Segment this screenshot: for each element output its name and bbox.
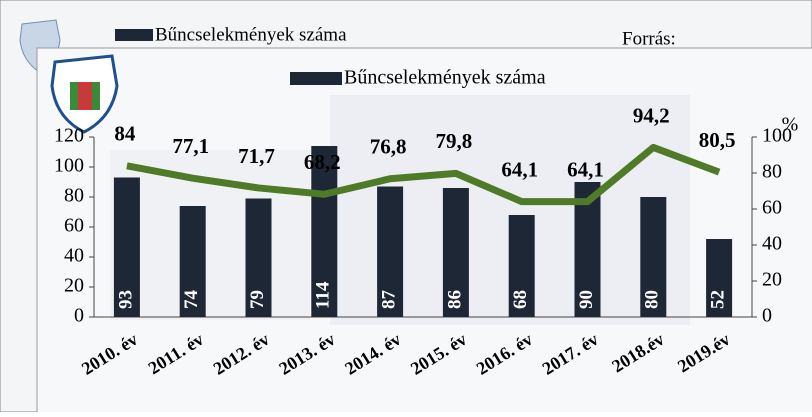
y-tick-label: 60	[64, 215, 84, 237]
line-value-label: 94,2	[633, 103, 670, 127]
bar-value-label: 93	[115, 290, 136, 309]
bar-value-label: 68	[510, 290, 531, 309]
back-source: Forrás:	[622, 28, 676, 49]
legend-label: Bűncselekmények száma	[344, 67, 546, 89]
bar	[377, 186, 404, 317]
y-tick-label: 20	[64, 275, 84, 297]
bar	[311, 146, 338, 317]
line-value-label: 84	[114, 122, 136, 146]
bar	[113, 177, 140, 317]
logo-shield	[78, 82, 92, 110]
bar-value-label: 52	[707, 290, 728, 309]
back-legend: Bűncselekmények száma	[155, 24, 347, 45]
bar-value-label: 79	[247, 290, 268, 309]
y2-tick-label: 20	[762, 269, 782, 291]
y2-tick-label: 40	[762, 233, 782, 255]
bar	[179, 206, 206, 317]
building-backdrop	[110, 150, 310, 320]
y2-axis-label: %	[782, 114, 799, 136]
bar-value-label: 87	[378, 290, 399, 310]
line	[126, 143, 721, 206]
line-value-label: 80,5	[699, 128, 736, 152]
line-value-label: 77,1	[172, 134, 209, 158]
y-tick-label: 120	[54, 125, 84, 147]
bar	[442, 188, 469, 317]
y2-tick-label: 100	[762, 125, 792, 147]
bar-value-label: 114	[313, 281, 334, 309]
bar	[245, 198, 272, 317]
bar-value-label: 86	[444, 290, 465, 309]
bar	[640, 197, 667, 317]
line-value-label: 71,7	[238, 144, 275, 168]
bar-value-label: 90	[576, 290, 597, 309]
back-legend-swatch	[115, 29, 153, 41]
y-tick-label: 100	[54, 155, 84, 177]
bar-value-label: 74	[181, 290, 202, 310]
line-value-label: 76,8	[370, 135, 407, 159]
y2-tick-label: 0	[762, 305, 772, 327]
line-value-label: 68,2	[304, 150, 341, 174]
line-value-label: 64,1	[501, 157, 538, 181]
y-tick-label: 0	[74, 305, 84, 327]
y-tick-label: 80	[64, 185, 84, 207]
bar	[706, 239, 733, 317]
y2-tick-label: 60	[762, 197, 782, 219]
y2-tick-label: 80	[762, 161, 782, 183]
y-tick-label: 40	[64, 245, 84, 267]
line-value-label: 64,1	[567, 157, 604, 181]
legend-swatch	[290, 72, 342, 85]
line-value-label: 79,8	[436, 129, 473, 153]
bar	[508, 215, 535, 317]
bar-value-label: 80	[642, 290, 663, 309]
